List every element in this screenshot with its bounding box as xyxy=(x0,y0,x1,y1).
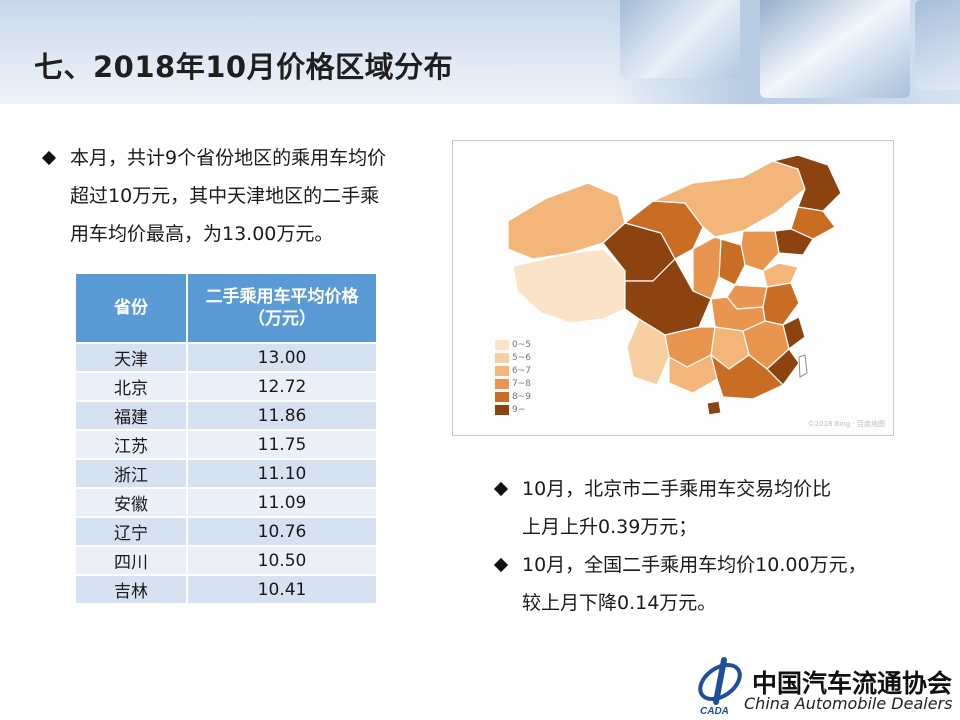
header-cube-image xyxy=(620,0,740,78)
province-cell: 天津 xyxy=(74,342,188,373)
legend-label: 6~7 xyxy=(512,366,531,376)
table-row: 北京 12.72 xyxy=(74,371,378,402)
province-cell: 四川 xyxy=(74,545,188,576)
legend-label: 7~8 xyxy=(512,379,531,389)
legend-swatch xyxy=(495,352,509,363)
legend-label: 5~6 xyxy=(512,353,531,363)
province-cell: 福建 xyxy=(74,400,188,431)
price-cell: 10.41 xyxy=(186,574,378,605)
legend-label: 8~9 xyxy=(512,392,531,402)
price-cell: 11.09 xyxy=(186,487,378,518)
association-logo: CADA 中国汽车流通协会 China Automobile Dealers xyxy=(692,650,960,720)
legend-item: 0~5 xyxy=(495,339,531,351)
price-cell: 11.10 xyxy=(186,458,378,489)
header-cube-image xyxy=(760,0,910,98)
table-row: 吉林 10.41 xyxy=(74,574,378,605)
province-cell: 辽宁 xyxy=(74,516,188,547)
diamond-bullet-icon xyxy=(493,481,509,497)
legend-label: 9~ xyxy=(512,405,526,415)
price-table: 省份 二手乘用车平均价格 （万元） 天津 13.00 北京 12.72 福建 11.8… xyxy=(74,272,378,605)
table-row: 浙江 11.10 xyxy=(74,458,378,489)
legend-swatch xyxy=(495,404,509,415)
logo-english-name: China Automobile Dealers xyxy=(744,694,953,713)
legend-swatch xyxy=(495,378,509,389)
legend-swatch xyxy=(495,339,509,350)
intro-text: 本月，共计9个省份地区的乘用车均价 超过10万元，其中天津地区的二手乘 用车均价… xyxy=(41,139,387,253)
page-title: 七、2018年10月价格区域分布 xyxy=(34,50,454,84)
map-region-jilin xyxy=(790,206,836,240)
intro-line: 用车均价最高，为13.00万元。 xyxy=(70,223,334,245)
note-bullet: 10月，全国二手乘用车均价10.00万元， 较上月下降0.14万元。 xyxy=(493,546,867,622)
column-header-province: 省份 xyxy=(74,272,188,344)
legend-item: 9~ xyxy=(495,404,531,416)
table-row: 安徽 11.09 xyxy=(74,487,378,518)
legend-item: 8~9 xyxy=(495,391,531,403)
notes-bullets: 10月，北京市二手乘用车交易均价比 上月上升0.39万元； 10月，全国二手乘用… xyxy=(493,470,867,622)
logo-mark-text: CADA xyxy=(700,706,729,717)
province-cell: 浙江 xyxy=(74,458,188,489)
intro-bullet: 本月，共计9个省份地区的乘用车均价 超过10万元，其中天津地区的二手乘 用车均价… xyxy=(41,139,387,253)
price-choropleth-map: 0~5 5~6 6~7 7~8 8~9 9~ ©2018 Bing · 百度地图 xyxy=(452,140,894,436)
price-cell: 10.76 xyxy=(186,516,378,547)
diamond-bullet-icon xyxy=(41,150,57,166)
map-region-shanxi xyxy=(718,238,746,286)
map-watermark: ©2018 Bing · 百度地图 xyxy=(807,420,885,428)
table-row: 江苏 11.75 xyxy=(74,429,378,460)
map-legend: 0~5 5~6 6~7 7~8 8~9 9~ xyxy=(495,339,531,417)
province-cell: 北京 xyxy=(74,371,188,402)
map-region-inner-mongolia xyxy=(652,160,806,238)
province-cell: 安徽 xyxy=(74,487,188,518)
table-row: 福建 11.86 xyxy=(74,400,378,431)
intro-line: 本月，共计9个省份地区的乘用车均价 xyxy=(70,147,387,169)
map-region-hainan xyxy=(706,400,722,416)
legend-item: 7~8 xyxy=(495,378,531,390)
diamond-bullet-icon xyxy=(493,557,509,573)
map-region-jiangsu-anhui xyxy=(762,282,800,326)
column-header-price-unit: （万元） xyxy=(248,309,316,329)
price-cell: 11.86 xyxy=(186,400,378,431)
map-region-yunnan xyxy=(626,318,670,386)
logo-chinese-name: 中国汽车流通协会 xyxy=(752,669,953,698)
header-cube-image xyxy=(915,0,960,90)
intro-line: 超过10万元，其中天津地区的二手乘 xyxy=(70,185,380,207)
cada-logo-icon: CADA xyxy=(698,657,742,717)
map-region-hebei xyxy=(740,230,780,272)
price-cell: 11.75 xyxy=(186,429,378,460)
china-map-graphic xyxy=(507,154,842,416)
price-cell: 10.50 xyxy=(186,545,378,576)
map-region-tibet xyxy=(512,248,626,324)
note-line: 较上月下降0.14万元。 xyxy=(522,592,717,614)
table-row: 天津 13.00 xyxy=(74,342,378,373)
legend-item: 5~6 xyxy=(495,352,531,364)
note-line: 10月，北京市二手乘用车交易均价比 xyxy=(522,478,832,500)
province-cell: 江苏 xyxy=(74,429,188,460)
table-header-row: 省份 二手乘用车平均价格 （万元） xyxy=(74,272,378,344)
legend-swatch xyxy=(495,391,509,402)
map-region-shandong xyxy=(762,262,799,288)
legend-swatch xyxy=(495,365,509,376)
legend-item: 6~7 xyxy=(495,365,531,377)
table-row: 辽宁 10.76 xyxy=(74,516,378,547)
map-region-guangdong xyxy=(709,353,785,400)
price-cell: 13.00 xyxy=(186,342,378,373)
note-bullet: 10月，北京市二手乘用车交易均价比 上月上升0.39万元； xyxy=(493,470,867,546)
map-region-shaanxi xyxy=(692,236,722,300)
table-row: 四川 10.50 xyxy=(74,545,378,576)
column-header-price: 二手乘用车平均价格 （万元） xyxy=(186,272,378,344)
column-header-price-line1: 二手乘用车平均价格 xyxy=(205,287,359,307)
price-cell: 12.72 xyxy=(186,371,378,402)
map-region-taiwan xyxy=(798,354,808,378)
province-cell: 吉林 xyxy=(74,574,188,605)
note-line: 10月，全国二手乘用车均价10.00万元， xyxy=(522,554,867,576)
legend-label: 0~5 xyxy=(512,340,531,350)
note-line: 上月上升0.39万元； xyxy=(522,516,698,538)
